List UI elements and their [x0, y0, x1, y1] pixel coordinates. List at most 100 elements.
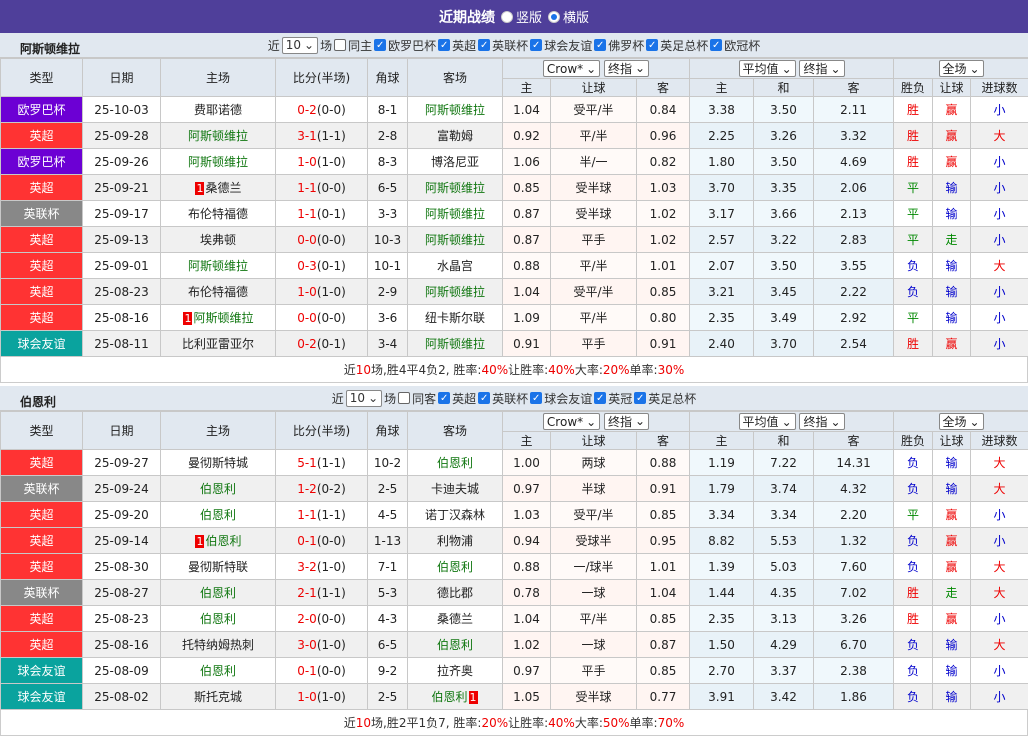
home-team[interactable]: 阿斯顿维拉	[161, 253, 276, 279]
league-checkbox[interactable]: ✓	[646, 39, 658, 51]
away-team[interactable]: 阿斯顿维拉	[408, 201, 503, 227]
odds-kind-select[interactable]: 终指⌄	[604, 413, 649, 430]
home-team[interactable]: 曼彻斯特城	[161, 450, 276, 476]
away-team[interactable]: 德比郡	[408, 580, 503, 606]
score[interactable]: 5-1(1-1)	[276, 450, 368, 476]
competition-badge[interactable]: 英超	[1, 305, 83, 331]
competition-badge[interactable]: 欧罗巴杯	[1, 97, 83, 123]
score[interactable]: 3-0(1-0)	[276, 632, 368, 658]
competition-badge[interactable]: 英超	[1, 253, 83, 279]
euro-odds-select[interactable]: 平均值⌄	[739, 413, 796, 430]
competition-badge[interactable]: 球会友谊	[1, 331, 83, 357]
competition-badge[interactable]: 英超	[1, 175, 83, 201]
view-vertical-radio[interactable]: 竖版	[501, 7, 542, 26]
home-team[interactable]: 阿斯顿维拉	[161, 149, 276, 175]
view-horizontal-radio[interactable]: 横版	[548, 7, 589, 26]
competition-badge[interactable]: 球会友谊	[1, 658, 83, 684]
away-team[interactable]: 桑德兰	[408, 606, 503, 632]
away-team[interactable]: 阿斯顿维拉	[408, 279, 503, 305]
score[interactable]: 1-0(1-0)	[276, 149, 368, 175]
competition-badge[interactable]: 英超	[1, 450, 83, 476]
home-team[interactable]: 斯托克城	[161, 684, 276, 710]
odds-company-select[interactable]: Crow*⌄	[543, 60, 600, 77]
home-team[interactable]: 费耶诺德	[161, 97, 276, 123]
same-venue-checkbox[interactable]	[398, 392, 410, 404]
away-team[interactable]: 水晶宫	[408, 253, 503, 279]
score[interactable]: 1-1(0-1)	[276, 201, 368, 227]
away-team[interactable]: 富勒姆	[408, 123, 503, 149]
competition-badge[interactable]: 英联杯	[1, 201, 83, 227]
away-team[interactable]: 利物浦	[408, 528, 503, 554]
score[interactable]: 0-2(0-1)	[276, 331, 368, 357]
away-team[interactable]: 阿斯顿维拉	[408, 227, 503, 253]
competition-badge[interactable]: 球会友谊	[1, 684, 83, 710]
home-team[interactable]: 阿斯顿维拉	[161, 123, 276, 149]
league-checkbox[interactable]: ✓	[438, 39, 450, 51]
home-team[interactable]: 伯恩利	[161, 476, 276, 502]
competition-badge[interactable]: 欧罗巴杯	[1, 149, 83, 175]
period-select[interactable]: 全场⌄	[939, 60, 984, 77]
competition-badge[interactable]: 英超	[1, 502, 83, 528]
score[interactable]: 1-0(1-0)	[276, 684, 368, 710]
radio-icon[interactable]	[501, 11, 513, 23]
league-checkbox[interactable]: ✓	[374, 39, 386, 51]
score[interactable]: 0-0(0-0)	[276, 305, 368, 331]
score[interactable]: 3-2(1-0)	[276, 554, 368, 580]
competition-badge[interactable]: 英超	[1, 279, 83, 305]
competition-badge[interactable]: 英超	[1, 123, 83, 149]
odds-kind-select[interactable]: 终指⌄	[604, 60, 649, 77]
score[interactable]: 0-2(0-0)	[276, 97, 368, 123]
away-team[interactable]: 纽卡斯尔联	[408, 305, 503, 331]
home-team[interactable]: 比利亚雷亚尔	[161, 331, 276, 357]
competition-badge[interactable]: 英联杯	[1, 580, 83, 606]
away-team[interactable]: 伯恩利	[408, 450, 503, 476]
competition-badge[interactable]: 英超	[1, 227, 83, 253]
league-checkbox[interactable]: ✓	[530, 39, 542, 51]
match-count-select[interactable]: 10⌄	[282, 37, 318, 54]
score[interactable]: 0-3(0-1)	[276, 253, 368, 279]
league-checkbox[interactable]: ✓	[594, 39, 606, 51]
score[interactable]: 0-0(0-0)	[276, 227, 368, 253]
league-checkbox[interactable]: ✓	[634, 392, 646, 404]
score[interactable]: 2-1(1-1)	[276, 580, 368, 606]
score[interactable]: 1-2(0-2)	[276, 476, 368, 502]
home-team[interactable]: 伯恩利	[161, 658, 276, 684]
away-team[interactable]: 阿斯顿维拉	[408, 331, 503, 357]
home-team[interactable]: 布伦特福德	[161, 279, 276, 305]
competition-badge[interactable]: 英超	[1, 554, 83, 580]
same-venue-checkbox[interactable]	[334, 39, 346, 51]
competition-badge[interactable]: 英超	[1, 606, 83, 632]
score[interactable]: 0-1(0-0)	[276, 528, 368, 554]
radio-selected-icon[interactable]	[548, 11, 560, 23]
score[interactable]: 1-0(1-0)	[276, 279, 368, 305]
league-checkbox[interactable]: ✓	[478, 39, 490, 51]
away-team[interactable]: 博洛尼亚	[408, 149, 503, 175]
score[interactable]: 2-0(0-0)	[276, 606, 368, 632]
league-checkbox[interactable]: ✓	[438, 392, 450, 404]
period-select[interactable]: 全场⌄	[939, 413, 984, 430]
euro-kind-select[interactable]: 终指⌄	[799, 60, 844, 77]
competition-badge[interactable]: 英超	[1, 528, 83, 554]
home-team[interactable]: 埃弗顿	[161, 227, 276, 253]
away-team[interactable]: 阿斯顿维拉	[408, 97, 503, 123]
home-team[interactable]: 伯恩利	[161, 580, 276, 606]
competition-badge[interactable]: 英超	[1, 632, 83, 658]
competition-badge[interactable]: 英联杯	[1, 476, 83, 502]
score[interactable]: 1-1(1-1)	[276, 502, 368, 528]
home-team[interactable]: 伯恩利	[161, 606, 276, 632]
home-team[interactable]: 伯恩利	[161, 502, 276, 528]
home-team[interactable]: 托特纳姆热刺	[161, 632, 276, 658]
euro-odds-select[interactable]: 平均值⌄	[739, 60, 796, 77]
match-count-select[interactable]: 10⌄	[346, 390, 382, 407]
odds-company-select[interactable]: Crow*⌄	[543, 413, 600, 430]
home-team[interactable]: 布伦特福德	[161, 201, 276, 227]
league-checkbox[interactable]: ✓	[710, 39, 722, 51]
league-checkbox[interactable]: ✓	[594, 392, 606, 404]
away-team[interactable]: 诺丁汉森林	[408, 502, 503, 528]
away-team[interactable]: 伯恩利	[408, 554, 503, 580]
away-team[interactable]: 伯恩利	[408, 632, 503, 658]
